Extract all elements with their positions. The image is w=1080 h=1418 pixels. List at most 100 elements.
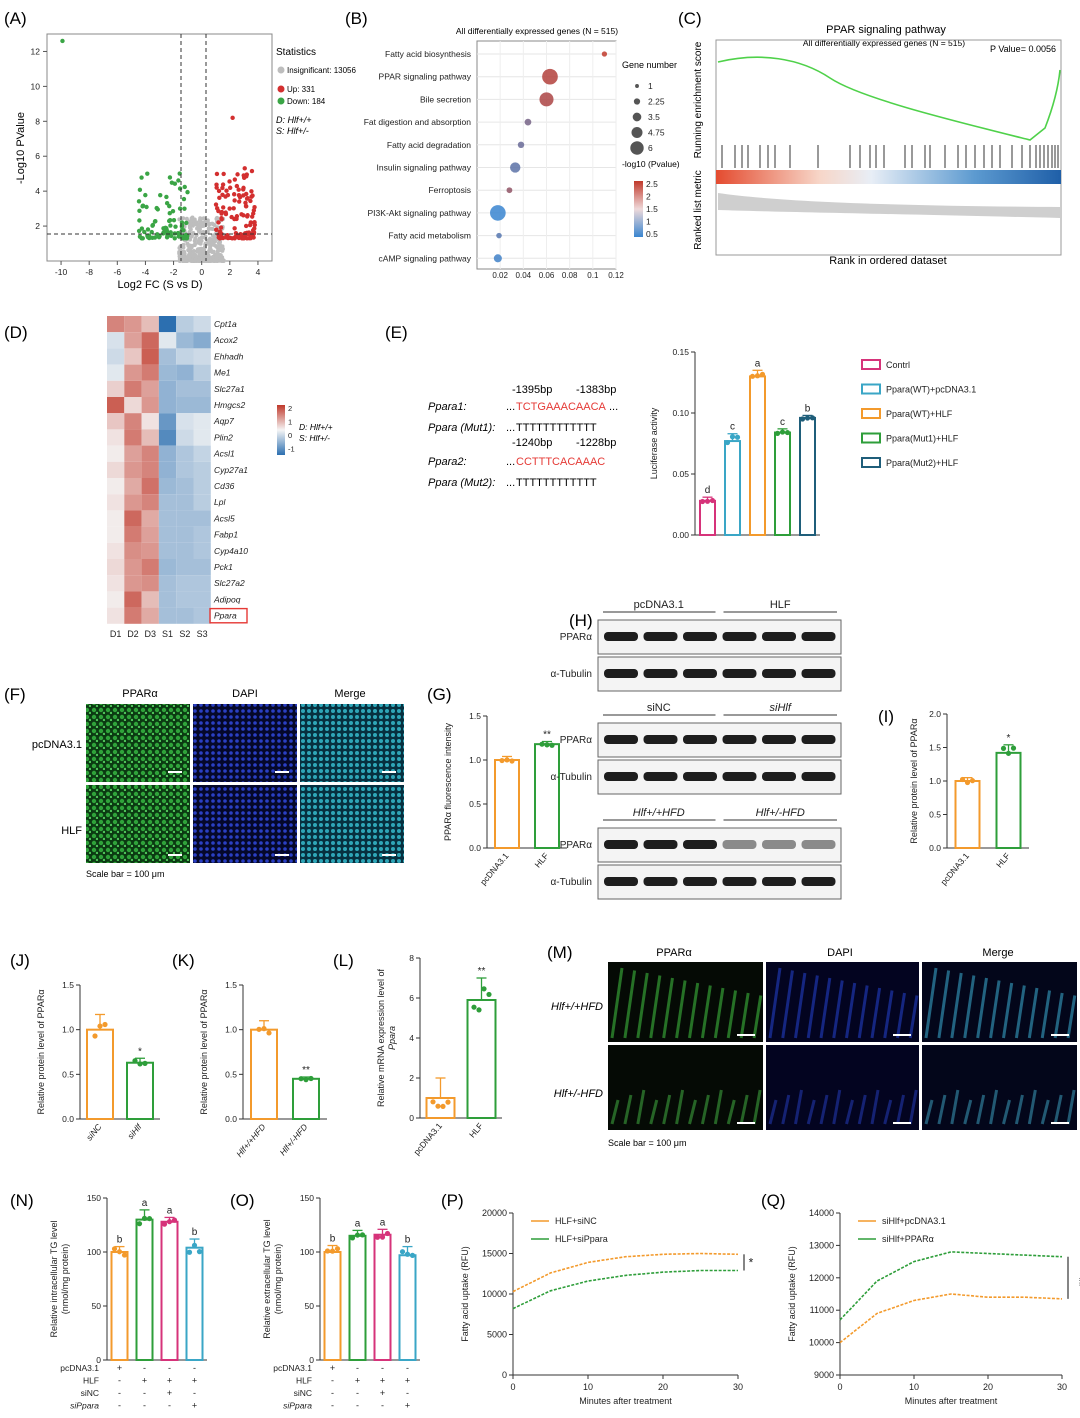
blot-control-label: α-Tubulin [550, 772, 592, 783]
heatmap-cell [158, 542, 177, 559]
volcano-point-down [184, 220, 189, 226]
bar [534, 743, 560, 849]
volcano-point-down [140, 203, 146, 208]
volcano-point-insig [181, 216, 186, 221]
volcano-point-insig [216, 241, 221, 246]
heatmap-cell [124, 397, 142, 414]
volcano-point-insig [209, 240, 214, 245]
heatmap-cell [141, 348, 159, 365]
bar-category-label: HLF [994, 851, 1012, 870]
m-villus [1027, 1089, 1037, 1125]
bar-point [509, 758, 515, 764]
luc-legend-label: Ppara(Mut1)+HLF [886, 434, 959, 444]
volcano-point-down [181, 196, 187, 202]
blot-band-control [683, 772, 717, 781]
bar-point [399, 1249, 406, 1255]
bar [185, 1246, 204, 1362]
heatmap-cell [124, 380, 142, 397]
line-legend-label: HLF+siPpara [555, 1234, 608, 1244]
volcano-xtick-label: 0 [199, 267, 204, 277]
bar-point [137, 1061, 143, 1067]
heatmap-cell [124, 348, 142, 365]
heatmap-cell [176, 591, 194, 608]
bar-point [111, 1246, 118, 1252]
m-villus [649, 1099, 659, 1125]
m-villus [726, 1099, 736, 1125]
heatmap-cell [193, 316, 211, 333]
bar-ylabel: Relative protein level of PPARα [36, 989, 46, 1114]
volcano-point-insig [218, 254, 223, 259]
bar-annotation: * [138, 1046, 142, 1057]
blot-band-target [643, 840, 678, 849]
m-villus [870, 987, 882, 1039]
heatmap-cell [124, 575, 142, 592]
chart-p: 0 5000 10000 15000 20000 0 10 20 30 Minutes after… [460, 1208, 754, 1406]
panel-letter-b: (B) [345, 9, 368, 28]
bar-point [430, 1099, 436, 1105]
heatmap-gene-label: Fabp1 [214, 530, 238, 540]
sign-cell: - [331, 1401, 334, 1411]
volcano-point-down [60, 38, 65, 44]
bar-point [186, 1249, 193, 1255]
heatmap-cell [158, 510, 177, 527]
volcano-xtick-label: 4 [256, 267, 261, 277]
bar-annotation: d [705, 485, 711, 496]
m-villus [1014, 1094, 1024, 1125]
bubble-xtick-label: 0.1 [587, 271, 599, 280]
bubble-size-dot [630, 141, 644, 155]
m-col-merge: Merge [982, 947, 1013, 959]
heatmap-gene-label: Cyp27a1 [214, 465, 248, 475]
heatmap-column-label: S2 [179, 629, 190, 639]
e-row4-seq: TTTTTTTTTTTT [516, 477, 597, 489]
blot-control-frame [597, 656, 842, 692]
m-villus [1002, 982, 1014, 1039]
blot-band-control [643, 877, 678, 886]
volcano-point-insig [207, 247, 212, 252]
luc-legend-label: Ppara(Mut2)+HLF [886, 458, 959, 468]
line-ytick-label: 5000 [487, 1330, 507, 1340]
bar [348, 1234, 367, 1362]
volcano-point-up [220, 192, 225, 198]
bubble-xtick-label: 0.08 [562, 271, 578, 280]
bar-point [116, 1249, 123, 1255]
sign-cell: - [381, 1363, 384, 1373]
m-villus [819, 977, 832, 1039]
heatmap-cell [176, 607, 194, 624]
volcano-ytick-label: 10 [31, 81, 41, 91]
volcano-point-down [152, 235, 158, 240]
legend-up-dot [277, 85, 285, 93]
volcano-point-insig [190, 243, 195, 248]
line-sig-mark: * [749, 1255, 754, 1269]
sign-row-label: pcDNA3.1 [60, 1363, 99, 1373]
volcano-point-up [231, 206, 236, 211]
western-blots: pcDNA3.1 HLF PPARα α-Tubulin siNC siHlf PPARα α… [550, 599, 842, 900]
volcano-ytick-label: 8 [35, 116, 40, 126]
bubble-size-dot [631, 126, 643, 139]
bar-ytick-label: 4 [409, 1033, 414, 1043]
panel-letter-j: (J) [10, 951, 30, 970]
bar-ytick-label: 0.5 [225, 1069, 237, 1079]
bar [466, 999, 497, 1119]
volcano-ytick-label: 2 [35, 221, 40, 231]
panel-letter-f: (F) [4, 685, 26, 704]
bar-point [969, 778, 976, 784]
heatmap-cell [107, 332, 125, 349]
heatmap-cell [158, 316, 177, 333]
m-villus [662, 977, 674, 1039]
volcano-xtick-label: -10 [55, 267, 68, 277]
blot-band-target [762, 840, 796, 849]
volcano-point-up [232, 226, 237, 231]
blot-group-label: Hlf+/+HFD [633, 807, 685, 819]
bar-point [379, 1234, 386, 1240]
bar [749, 375, 766, 536]
bar [160, 1220, 179, 1362]
m-villus [739, 1094, 749, 1125]
volcano-point-down [179, 224, 185, 229]
f-row-hlf: HLF [61, 825, 82, 837]
heatmap: Cpt1a Acox2 Ehhadh Me1 Slc27a1 Hmgcs2 Aqp7 Plin… [107, 316, 248, 639]
volcano-point-insig [207, 237, 212, 242]
e-row1-seq: TCTGAAACAACA [516, 401, 607, 413]
heatmap-gene-label: Me1 [214, 368, 231, 378]
volcano-point-insig [187, 252, 192, 257]
bar-ytick-label: 0 [409, 1113, 414, 1123]
